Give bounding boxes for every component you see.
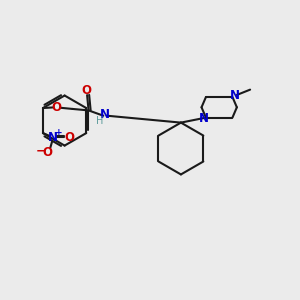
Text: O: O xyxy=(82,84,92,97)
Text: O: O xyxy=(51,101,61,114)
Text: O: O xyxy=(42,146,52,159)
Text: N: N xyxy=(230,89,239,102)
Text: N: N xyxy=(100,108,110,121)
Text: N: N xyxy=(48,131,58,144)
Text: H: H xyxy=(96,116,103,126)
Text: −: − xyxy=(36,145,46,158)
Text: O: O xyxy=(64,131,74,144)
Text: N: N xyxy=(199,112,209,125)
Text: +: + xyxy=(55,128,62,137)
